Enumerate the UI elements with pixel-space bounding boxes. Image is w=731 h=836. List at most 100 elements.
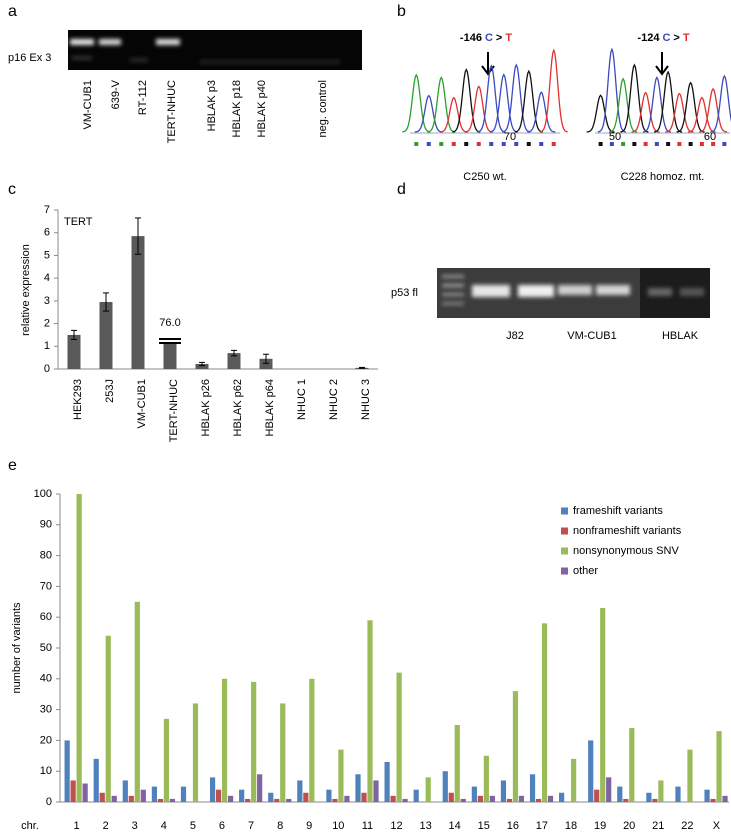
bar bbox=[402, 798, 408, 802]
chromatogram-peak bbox=[586, 94, 615, 133]
base-call bbox=[711, 142, 716, 146]
base-call bbox=[699, 142, 704, 146]
bar bbox=[239, 789, 245, 802]
bar bbox=[442, 771, 448, 802]
bar bbox=[489, 795, 495, 802]
bar bbox=[646, 792, 652, 802]
y-tick-label: 4 bbox=[44, 272, 50, 284]
gel-label: p53 fl bbox=[391, 287, 418, 299]
bar bbox=[99, 792, 105, 802]
error-bar bbox=[199, 361, 205, 367]
value-label: 76.0 bbox=[159, 317, 180, 329]
x-tick-label: 22 bbox=[681, 820, 693, 832]
group-label: HBLAK bbox=[662, 330, 699, 342]
bar bbox=[506, 798, 513, 802]
bar bbox=[704, 789, 710, 802]
lane-label: 639-V bbox=[110, 79, 122, 109]
x-tick-label: NHUC 3 bbox=[360, 379, 372, 420]
chromatogram-peak bbox=[642, 76, 671, 133]
chromatogram-peak bbox=[489, 73, 518, 133]
x-tick-label: 16 bbox=[507, 820, 519, 832]
bar bbox=[157, 798, 164, 802]
bar bbox=[344, 795, 350, 802]
x-tick-label: 14 bbox=[449, 820, 461, 832]
error-bar bbox=[263, 353, 269, 364]
chromatogram-peak bbox=[620, 63, 649, 133]
x-tick-label: 19 bbox=[594, 820, 606, 832]
base-call bbox=[551, 142, 556, 146]
chromatogram-peak bbox=[452, 68, 481, 133]
base-call bbox=[621, 142, 626, 146]
x-tick-label: VM-CUB1 bbox=[136, 379, 148, 429]
chromatogram-peak bbox=[527, 91, 556, 133]
legend-swatch bbox=[561, 527, 568, 535]
bar bbox=[623, 798, 629, 802]
lane-label: RT-112 bbox=[137, 80, 149, 115]
chromatogram-caption: C250 wt. bbox=[463, 171, 506, 183]
chromatogram-peak bbox=[502, 63, 531, 133]
base-call bbox=[476, 142, 481, 146]
y-tick-label: 1 bbox=[44, 340, 50, 352]
x-tick-label: 15 bbox=[478, 820, 490, 832]
error-bar bbox=[231, 349, 237, 357]
bar bbox=[722, 795, 728, 802]
bar bbox=[675, 786, 681, 802]
x-tick-label: HBLAK p62 bbox=[232, 379, 244, 436]
error-bar bbox=[71, 329, 77, 340]
bar bbox=[460, 798, 466, 802]
bar bbox=[245, 798, 251, 802]
bar bbox=[227, 795, 234, 802]
error-bar bbox=[135, 217, 141, 255]
y-tick-label: 60 bbox=[40, 611, 52, 623]
base-call bbox=[414, 142, 419, 146]
x-tick-label: 17 bbox=[536, 820, 548, 832]
bar bbox=[512, 691, 519, 802]
bar bbox=[541, 623, 548, 802]
bar bbox=[687, 749, 693, 802]
y-tick-label: 10 bbox=[40, 765, 52, 777]
bar bbox=[606, 777, 612, 802]
x-tick-label: 13 bbox=[419, 820, 431, 832]
group-label: VM-CUB1 bbox=[567, 330, 617, 342]
mutation-part: C bbox=[662, 32, 670, 44]
chromatogram-peak bbox=[687, 96, 716, 133]
bar bbox=[131, 236, 145, 369]
bar bbox=[396, 672, 402, 802]
chromatogram-peak bbox=[427, 76, 456, 133]
x-tick-label: HBLAK p64 bbox=[264, 379, 276, 436]
position-label: 50 bbox=[609, 131, 621, 143]
base-call bbox=[677, 142, 682, 146]
x-tick-label: 18 bbox=[565, 820, 577, 832]
base-call bbox=[539, 142, 544, 146]
bar bbox=[326, 789, 332, 802]
panel-label: c bbox=[8, 181, 16, 198]
bar bbox=[215, 789, 222, 802]
bar bbox=[99, 301, 113, 369]
legend-swatch bbox=[561, 567, 568, 575]
chromatogram-peak bbox=[514, 69, 543, 133]
bar bbox=[425, 777, 431, 802]
base-call bbox=[666, 142, 671, 146]
gel-bands bbox=[70, 39, 340, 64]
chromatogram-peak bbox=[699, 87, 728, 133]
base-call bbox=[489, 142, 494, 146]
bar bbox=[529, 774, 536, 802]
x-tick-label: 11 bbox=[362, 820, 373, 832]
chromatogram-peak bbox=[631, 91, 660, 133]
x-tick-label: 21 bbox=[652, 820, 664, 832]
bar bbox=[629, 728, 635, 802]
y-axis-label: relative expression bbox=[20, 244, 32, 336]
mutation-part: T bbox=[505, 32, 512, 44]
error-bar bbox=[103, 292, 109, 312]
bar bbox=[367, 620, 373, 802]
bar bbox=[140, 789, 146, 802]
y-tick-label: 5 bbox=[44, 249, 50, 261]
panel-label: e bbox=[8, 457, 17, 474]
x-axis-label: chr. bbox=[21, 820, 39, 832]
lane-label: HBLAK p18 bbox=[231, 80, 243, 137]
lane-label: HBLAK p40 bbox=[256, 80, 268, 137]
bar bbox=[303, 792, 309, 802]
bar bbox=[588, 740, 594, 802]
bar bbox=[309, 678, 315, 802]
